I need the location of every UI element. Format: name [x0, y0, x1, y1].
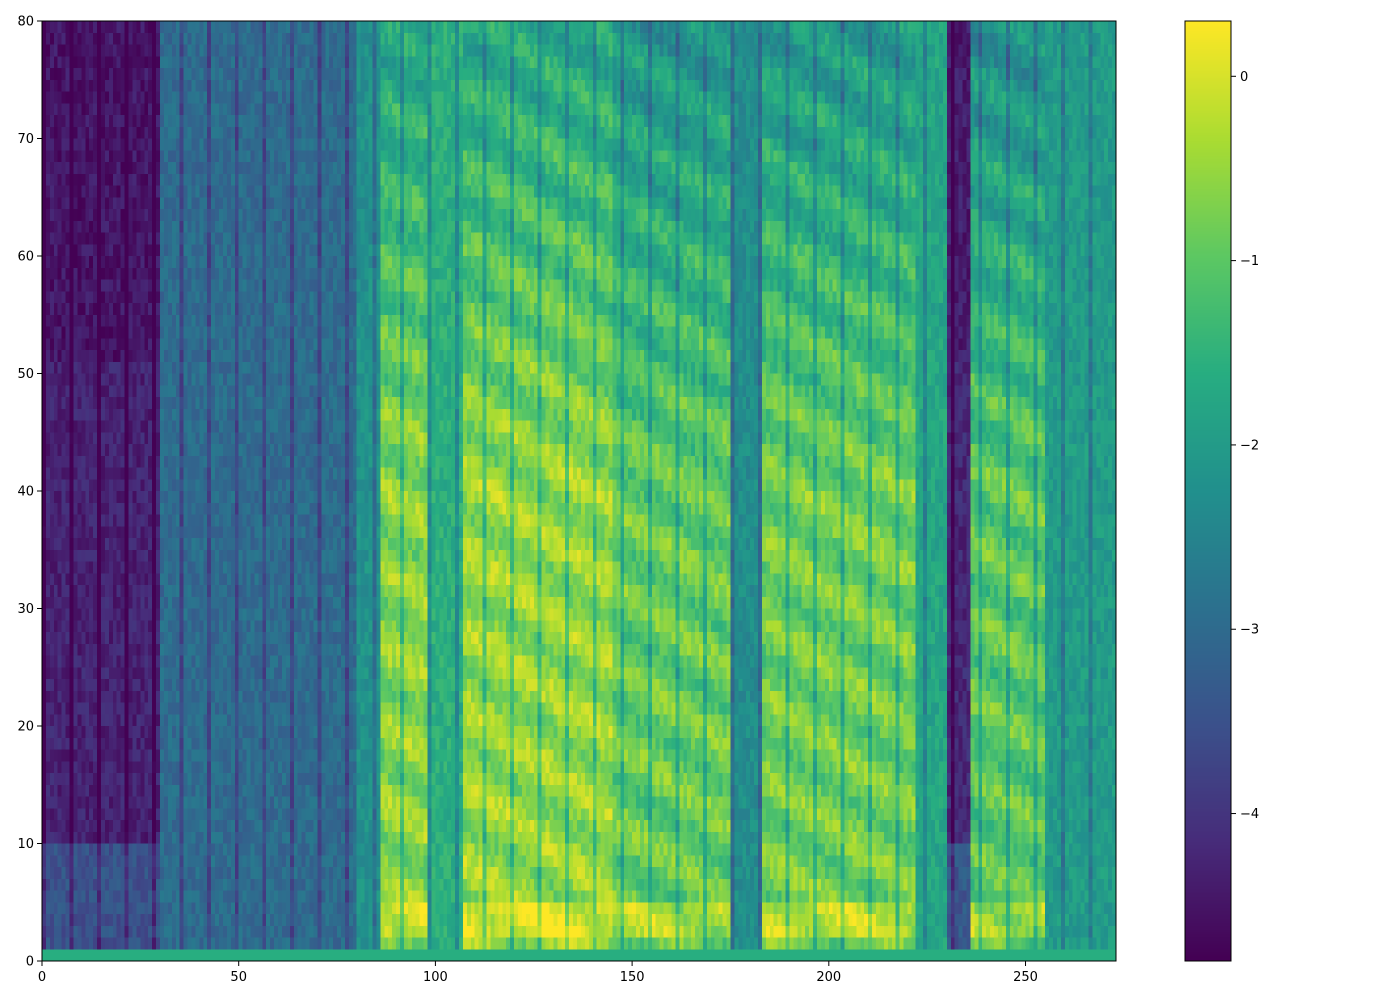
plot-frame: [41, 20, 1117, 962]
y-tick-label: 50: [17, 367, 34, 382]
colorbar-frame: [1184, 20, 1232, 962]
y-tick-label: 40: [17, 485, 34, 500]
y-tick-label: 30: [17, 602, 34, 617]
y-tick-label: 20: [17, 720, 34, 735]
y-tick-label: 10: [17, 837, 34, 852]
y-tick-label: 0: [26, 955, 34, 970]
colorbar-tick-label: −1: [1240, 254, 1259, 269]
x-tick-label: 150: [620, 970, 645, 985]
colorbar-tick-label: −4: [1240, 807, 1259, 822]
colorbar-tick-label: 0: [1240, 70, 1248, 85]
y-tick-label: 70: [17, 132, 34, 147]
colorbar-tick-label: −3: [1240, 623, 1259, 638]
x-tick-label: 100: [423, 970, 448, 985]
x-tick-label: 0: [38, 970, 46, 985]
y-tick-label: 60: [17, 250, 34, 265]
colorbar-gradient: [1185, 21, 1231, 961]
colorbar-ticks: 0 −1 −2 −3 −4: [1231, 70, 1259, 822]
y-tick-label: 80: [17, 15, 34, 30]
y-axis-ticks: 0 10 20 30 40 50 60 70 80: [17, 15, 42, 970]
x-tick-label: 200: [816, 970, 841, 985]
x-tick-label: 250: [1013, 970, 1038, 985]
x-tick-label: 50: [230, 970, 247, 985]
spectrogram-heatmap: [42, 21, 1116, 961]
colorbar-tick-label: −2: [1240, 438, 1259, 453]
x-axis-ticks: 0 50 100 150 200 250: [38, 961, 1038, 985]
